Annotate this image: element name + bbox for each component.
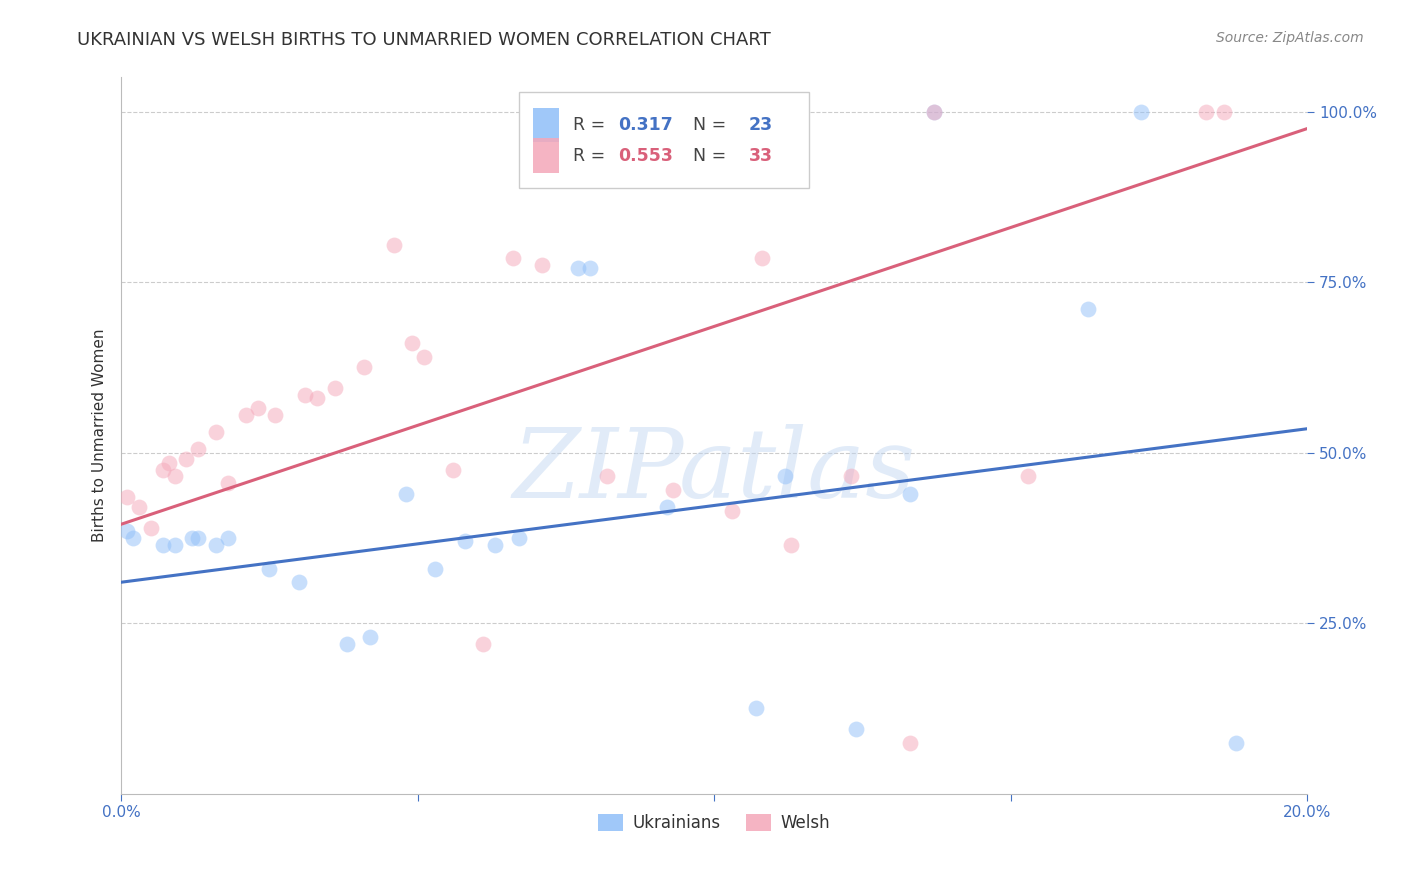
Point	[181, 531, 204, 545]
Point	[305, 391, 328, 405]
Point	[1017, 469, 1039, 483]
Point	[531, 258, 554, 272]
Point	[655, 500, 678, 515]
Point	[323, 381, 346, 395]
Text: 23: 23	[748, 116, 773, 134]
Point	[425, 561, 447, 575]
Point	[508, 531, 530, 545]
Point	[567, 261, 589, 276]
Point	[412, 350, 434, 364]
Point	[401, 336, 423, 351]
Text: Source: ZipAtlas.com: Source: ZipAtlas.com	[1216, 31, 1364, 45]
Text: 0.317: 0.317	[619, 116, 673, 134]
Point	[205, 538, 228, 552]
Point	[578, 261, 600, 276]
Point	[246, 401, 269, 416]
Point	[335, 637, 357, 651]
Point	[922, 104, 945, 119]
Point	[395, 486, 418, 500]
Point	[454, 534, 477, 549]
Point	[157, 456, 180, 470]
Point	[845, 722, 868, 736]
Point	[898, 486, 921, 500]
Point	[259, 561, 281, 575]
Point	[898, 735, 921, 749]
FancyBboxPatch shape	[533, 138, 558, 173]
Point	[1195, 104, 1218, 119]
Point	[115, 524, 138, 538]
Text: 0.553: 0.553	[619, 146, 673, 164]
Point	[288, 575, 311, 590]
Point	[115, 490, 138, 504]
FancyBboxPatch shape	[533, 108, 558, 142]
Point	[441, 463, 464, 477]
Point	[217, 531, 239, 545]
Point	[187, 442, 209, 457]
Point	[775, 104, 797, 119]
Point	[152, 463, 174, 477]
Point	[187, 531, 209, 545]
Point	[751, 251, 773, 265]
Text: N =: N =	[682, 116, 733, 134]
Point	[620, 104, 643, 119]
Text: R =: R =	[574, 116, 610, 134]
Point	[139, 521, 162, 535]
Point	[502, 251, 524, 265]
Point	[721, 503, 744, 517]
Text: 33: 33	[748, 146, 772, 164]
Point	[235, 408, 257, 422]
Point	[217, 476, 239, 491]
Point	[679, 104, 702, 119]
Y-axis label: Births to Unmarried Women: Births to Unmarried Women	[93, 329, 107, 542]
Point	[128, 500, 150, 515]
Point	[353, 360, 375, 375]
Point	[152, 538, 174, 552]
Legend: Ukrainians, Welsh: Ukrainians, Welsh	[591, 807, 837, 839]
Point	[596, 469, 619, 483]
Point	[382, 237, 405, 252]
Point	[122, 531, 145, 545]
Point	[359, 630, 381, 644]
Text: UKRAINIAN VS WELSH BIRTHS TO UNMARRIED WOMEN CORRELATION CHART: UKRAINIAN VS WELSH BIRTHS TO UNMARRIED W…	[77, 31, 770, 49]
Point	[294, 387, 316, 401]
Point	[484, 538, 506, 552]
Text: R =: R =	[574, 146, 610, 164]
Point	[163, 469, 186, 483]
Point	[922, 104, 945, 119]
Point	[1213, 104, 1236, 119]
Point	[163, 538, 186, 552]
Text: ZIPatlas: ZIPatlas	[513, 425, 915, 518]
Point	[775, 469, 797, 483]
Point	[744, 701, 766, 715]
Point	[1077, 302, 1099, 317]
Point	[1225, 735, 1247, 749]
Point	[839, 469, 862, 483]
Point	[780, 538, 803, 552]
Point	[264, 408, 287, 422]
FancyBboxPatch shape	[519, 92, 808, 188]
Point	[661, 483, 683, 497]
Point	[176, 452, 198, 467]
Point	[531, 104, 554, 119]
Point	[205, 425, 228, 439]
Text: N =: N =	[682, 146, 733, 164]
Point	[1130, 104, 1153, 119]
Point	[471, 637, 494, 651]
